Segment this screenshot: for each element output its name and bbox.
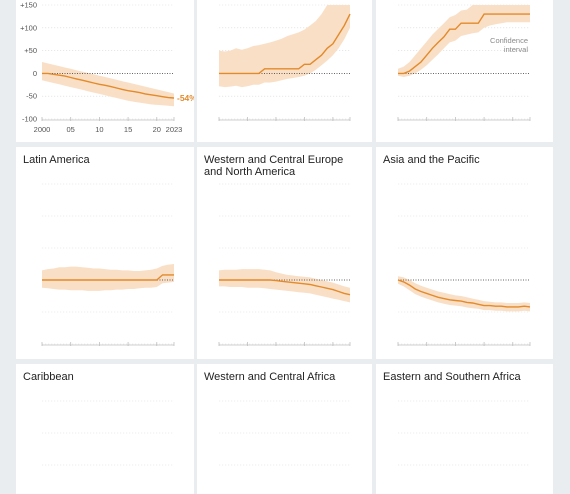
- chart-4-svg: [41, 183, 175, 346]
- x-tick-label: 20: [153, 125, 161, 134]
- confidence-band: [398, 276, 530, 312]
- trend-line: [397, 279, 531, 308]
- confidence-band: [219, 5, 350, 88]
- panel-western-central-europe-north-america: Western and Central Europe and North Ame…: [197, 147, 372, 359]
- trend-line: [42, 274, 174, 281]
- panel-eastern-southern-africa: Eastern and Southern Africa: [376, 364, 553, 494]
- trend-line: [398, 13, 530, 75]
- confidence-band: [219, 269, 350, 303]
- panel-title: Caribbean: [23, 371, 74, 383]
- end-value-label: -54%: [177, 93, 194, 103]
- confidence-band: [42, 264, 174, 291]
- y-tick-label: +50: [24, 46, 37, 55]
- panel-3: Confidence interval: [376, 0, 553, 142]
- confidence-interval-label: Confidence: [490, 36, 528, 45]
- x-tick-label: 15: [124, 125, 132, 134]
- panel-caribbean: Caribbean: [16, 364, 194, 494]
- panel-title: Asia and the Pacific: [383, 154, 480, 166]
- x-tick-label: 2000: [34, 125, 51, 134]
- y-tick-label: 0: [33, 69, 37, 78]
- y-tick-label: +150: [20, 1, 37, 10]
- panel-latin-america: Latin America: [16, 147, 194, 359]
- x-tick-label: 05: [67, 125, 75, 134]
- trend-line: [42, 72, 175, 99]
- chart-1-svg: +150 +100 +50 0 -50 -100 -54% 2000 05 10 15 20 2023: [20, 1, 194, 135]
- panel-title: Eastern and Southern Africa: [383, 371, 521, 383]
- confidence-band: [42, 62, 174, 107]
- panel-asia-pacific: Asia and the Pacific: [376, 147, 553, 359]
- panel-western-central-africa: Western and Central Africa: [197, 364, 372, 494]
- y-tick-label: -100: [22, 115, 37, 124]
- panel-2: [197, 0, 372, 142]
- chart-7-svg: [42, 400, 174, 466]
- chart-6-svg: [397, 183, 531, 346]
- chart-9-svg: [398, 400, 530, 466]
- x-tick-label: 10: [95, 125, 103, 134]
- chart-2-svg: [218, 4, 351, 121]
- trend-line: [219, 13, 351, 75]
- x-tick-label: 2023: [166, 125, 183, 134]
- panel-title: Western and Central Europe and North Ame…: [204, 154, 344, 178]
- panel-title: Latin America: [23, 154, 90, 166]
- y-tick-label: -50: [26, 92, 37, 101]
- trend-line: [219, 279, 351, 296]
- panel-title: Western and Central Africa: [204, 371, 336, 383]
- panel-1: +150 +100 +50 0 -50 -100 -54% 2000 05 10 15 20 2023: [16, 0, 194, 142]
- confidence-band: [398, 5, 530, 77]
- confidence-interval-label: interval: [504, 45, 529, 54]
- y-tick-label: +100: [20, 23, 37, 32]
- chart-8-svg: [219, 400, 350, 466]
- chart-5-svg: [218, 183, 351, 346]
